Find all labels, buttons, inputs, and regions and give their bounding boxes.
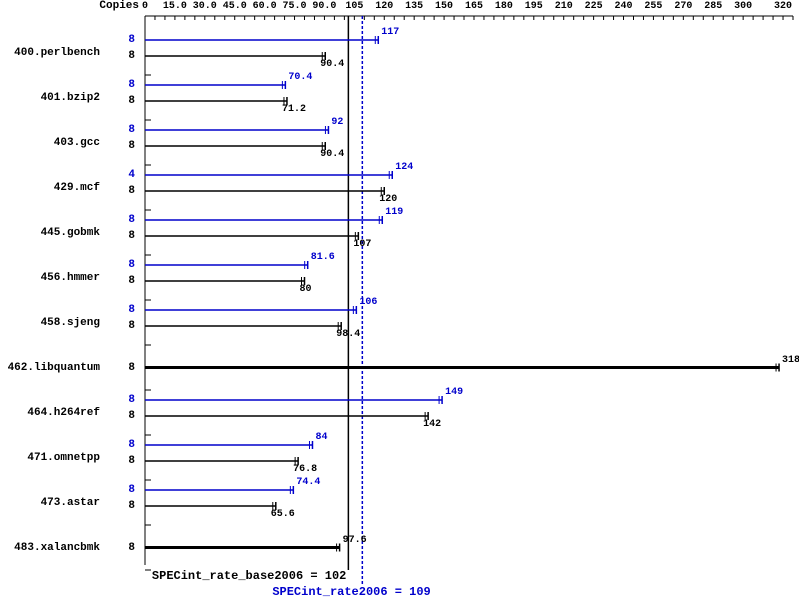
base-copies: 8 bbox=[0, 500, 135, 512]
base-value: 120 bbox=[379, 194, 397, 205]
x-tick-label: 75.0 bbox=[283, 1, 307, 12]
x-tick-label: 15.0 bbox=[163, 1, 187, 12]
x-tick-label: 135 bbox=[405, 1, 423, 12]
base-value: 318 bbox=[782, 355, 799, 366]
x-tick-label: 270 bbox=[674, 1, 692, 12]
base-value: 98.4 bbox=[336, 329, 360, 340]
peak-copies: 8 bbox=[0, 259, 135, 271]
x-tick-label: 225 bbox=[585, 1, 603, 12]
peak-value: 92 bbox=[331, 117, 343, 128]
base-ref-label: SPECint_rate_base2006 = 102 bbox=[0, 569, 346, 583]
peak-value: 84 bbox=[315, 432, 327, 443]
x-tick-label: 30.0 bbox=[193, 1, 217, 12]
x-tick-label: 255 bbox=[644, 1, 662, 12]
base-copies: 8 bbox=[0, 542, 135, 554]
copies-header: Copies bbox=[0, 0, 139, 12]
base-value: 71.2 bbox=[282, 104, 306, 115]
base-copies: 8 bbox=[0, 95, 135, 107]
peak-copies: 8 bbox=[0, 394, 135, 406]
peak-copies: 4 bbox=[0, 169, 135, 181]
x-tick-label: 0 bbox=[142, 1, 148, 12]
spec-rate-chart: 0 15.0 30.0 45.0 60.0 75.0 90.0 105 120 135 150 165… bbox=[0, 0, 799, 606]
base-copies: 8 bbox=[0, 50, 135, 62]
x-tick-label: 240 bbox=[615, 1, 633, 12]
x-tick-label: 45.0 bbox=[223, 1, 247, 12]
base-copies: 8 bbox=[0, 275, 135, 287]
peak-value: 74.4 bbox=[296, 477, 320, 488]
peak-copies: 8 bbox=[0, 439, 135, 451]
peak-value: 149 bbox=[445, 387, 463, 398]
base-value: 97.6 bbox=[343, 535, 367, 546]
base-copies: 8 bbox=[0, 320, 135, 332]
peak-copies: 8 bbox=[0, 124, 135, 136]
peak-value: 106 bbox=[359, 297, 377, 308]
base-copies: 8 bbox=[0, 362, 135, 374]
base-copies: 8 bbox=[0, 185, 135, 197]
peak-value: 124 bbox=[395, 162, 413, 173]
base-copies: 8 bbox=[0, 455, 135, 467]
x-tick-label: 180 bbox=[495, 1, 513, 12]
peak-ref-label: SPECint_rate2006 = 109 bbox=[272, 585, 430, 599]
base-value: 65.6 bbox=[271, 509, 295, 520]
x-tick-label: 105 bbox=[345, 1, 363, 12]
x-tick-label: 60.0 bbox=[253, 1, 277, 12]
base-value: 107 bbox=[353, 239, 371, 250]
x-tick-label: 300 bbox=[734, 1, 752, 12]
base-copies: 8 bbox=[0, 410, 135, 422]
peak-value: 70.4 bbox=[288, 72, 312, 83]
x-tick-label: 90.0 bbox=[312, 1, 336, 12]
x-tick-label: 195 bbox=[525, 1, 543, 12]
x-tick-label: 320 bbox=[774, 1, 792, 12]
peak-copies: 8 bbox=[0, 79, 135, 91]
peak-copies: 8 bbox=[0, 214, 135, 226]
base-copies: 8 bbox=[0, 140, 135, 152]
base-value: 90.4 bbox=[320, 149, 344, 160]
x-tick-label: 120 bbox=[375, 1, 393, 12]
peak-copies: 8 bbox=[0, 304, 135, 316]
base-value: 90.4 bbox=[320, 59, 344, 70]
base-copies: 8 bbox=[0, 230, 135, 242]
x-tick-label: 165 bbox=[465, 1, 483, 12]
peak-value: 117 bbox=[381, 27, 399, 38]
base-value: 80 bbox=[300, 284, 312, 295]
peak-copies: 8 bbox=[0, 484, 135, 496]
base-value: 76.8 bbox=[293, 464, 317, 475]
peak-value: 81.6 bbox=[311, 252, 335, 263]
x-tick-label: 285 bbox=[704, 1, 722, 12]
peak-copies: 8 bbox=[0, 34, 135, 46]
x-tick-label: 150 bbox=[435, 1, 453, 12]
base-value: 142 bbox=[423, 419, 441, 430]
peak-value: 119 bbox=[385, 207, 403, 218]
x-tick-label: 210 bbox=[555, 1, 573, 12]
